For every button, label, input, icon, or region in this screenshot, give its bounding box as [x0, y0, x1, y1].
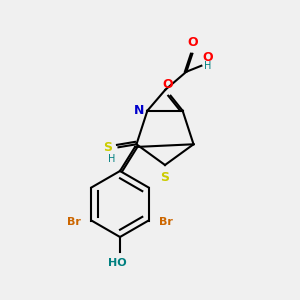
Text: N: N — [134, 104, 144, 117]
Text: Br: Br — [159, 217, 173, 227]
Text: O: O — [187, 36, 198, 49]
Text: O: O — [203, 51, 214, 64]
Text: H: H — [108, 154, 116, 164]
Text: O: O — [162, 78, 173, 91]
Text: S: S — [160, 171, 169, 184]
Text: H: H — [204, 61, 212, 71]
Text: Br: Br — [67, 217, 81, 227]
Text: HO: HO — [108, 258, 126, 268]
Text: S: S — [103, 141, 112, 154]
